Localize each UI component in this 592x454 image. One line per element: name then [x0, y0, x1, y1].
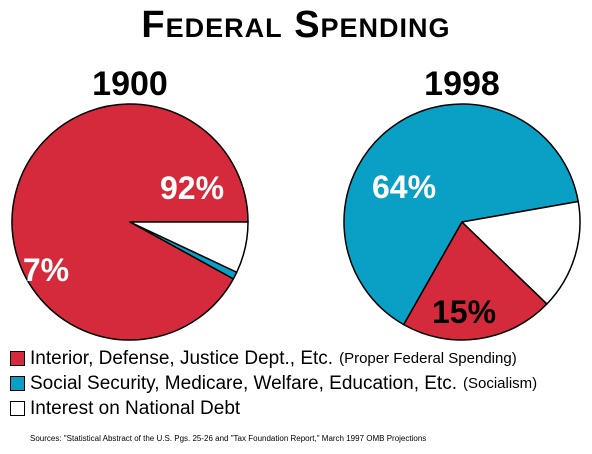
pie-slice-1998-interest: [461, 200, 581, 305]
pie-title-1900: 1900: [92, 65, 168, 103]
legend-label-interior: Interior, Defense, Justice Dept., Etc.: [30, 348, 334, 369]
source-note: Sources: "Statistical Abstract of the U.…: [30, 434, 427, 443]
legend-item-interest: Interest on National Debt: [10, 396, 537, 421]
pie-slice-1998-interior: [402, 221, 548, 341]
chart-title: Federal Spending: [141, 4, 451, 46]
pie-charts: 1900 1998 92% 1% 7% 64% 21%15%: [11, 65, 581, 341]
pie-title-1998: 1998: [424, 65, 500, 103]
legend: Interior, Defense, Justice Dept., Etc. (…: [10, 346, 537, 421]
legend-swatch-interest: [10, 401, 25, 416]
pie-slice-1900-interest: [129, 221, 249, 273]
pie-1998: 64% 21%15%: [343, 103, 581, 341]
legend-item-interior: Interior, Defense, Justice Dept., Etc. (…: [10, 346, 537, 371]
legend-swatch-social: [10, 376, 25, 391]
legend-note-interior: (Proper Federal Spending): [339, 350, 517, 367]
legend-label-social: Social Security, Medicare, Welfare, Educ…: [30, 373, 457, 394]
pie-label-1998-social: 64%: [372, 169, 436, 205]
pie-label-1998-interest: 15%: [432, 294, 496, 330]
legend-swatch-interior: [10, 351, 25, 366]
pie-label-1900-social: 1%: [21, 184, 67, 220]
legend-note-social: (Socialism): [462, 375, 538, 392]
pie-label-1900-interior: 92%: [160, 170, 224, 206]
pie-label-1900-interest: 7%: [23, 252, 69, 288]
legend-item-social: Social Security, Medicare, Welfare, Educ…: [10, 371, 537, 396]
legend-label-interest: Interest on National Debt: [30, 398, 241, 419]
pie-1900: 92% 1% 7%: [11, 103, 249, 341]
pie-slice-1998-social: [343, 103, 579, 326]
pie-label-1998-interior: 21%: [498, 226, 562, 262]
